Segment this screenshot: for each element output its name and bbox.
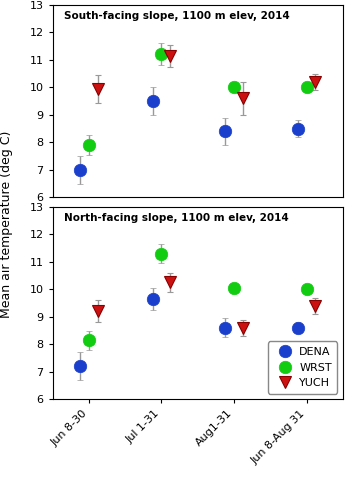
Legend: DENA, WRST, YUCH: DENA, WRST, YUCH bbox=[268, 341, 337, 394]
Text: South-facing slope, 1100 m elev, 2014: South-facing slope, 1100 m elev, 2014 bbox=[64, 11, 290, 21]
Text: Mean air temperature (deg C): Mean air temperature (deg C) bbox=[0, 131, 14, 318]
Text: North-facing slope, 1100 m elev, 2014: North-facing slope, 1100 m elev, 2014 bbox=[64, 213, 289, 223]
